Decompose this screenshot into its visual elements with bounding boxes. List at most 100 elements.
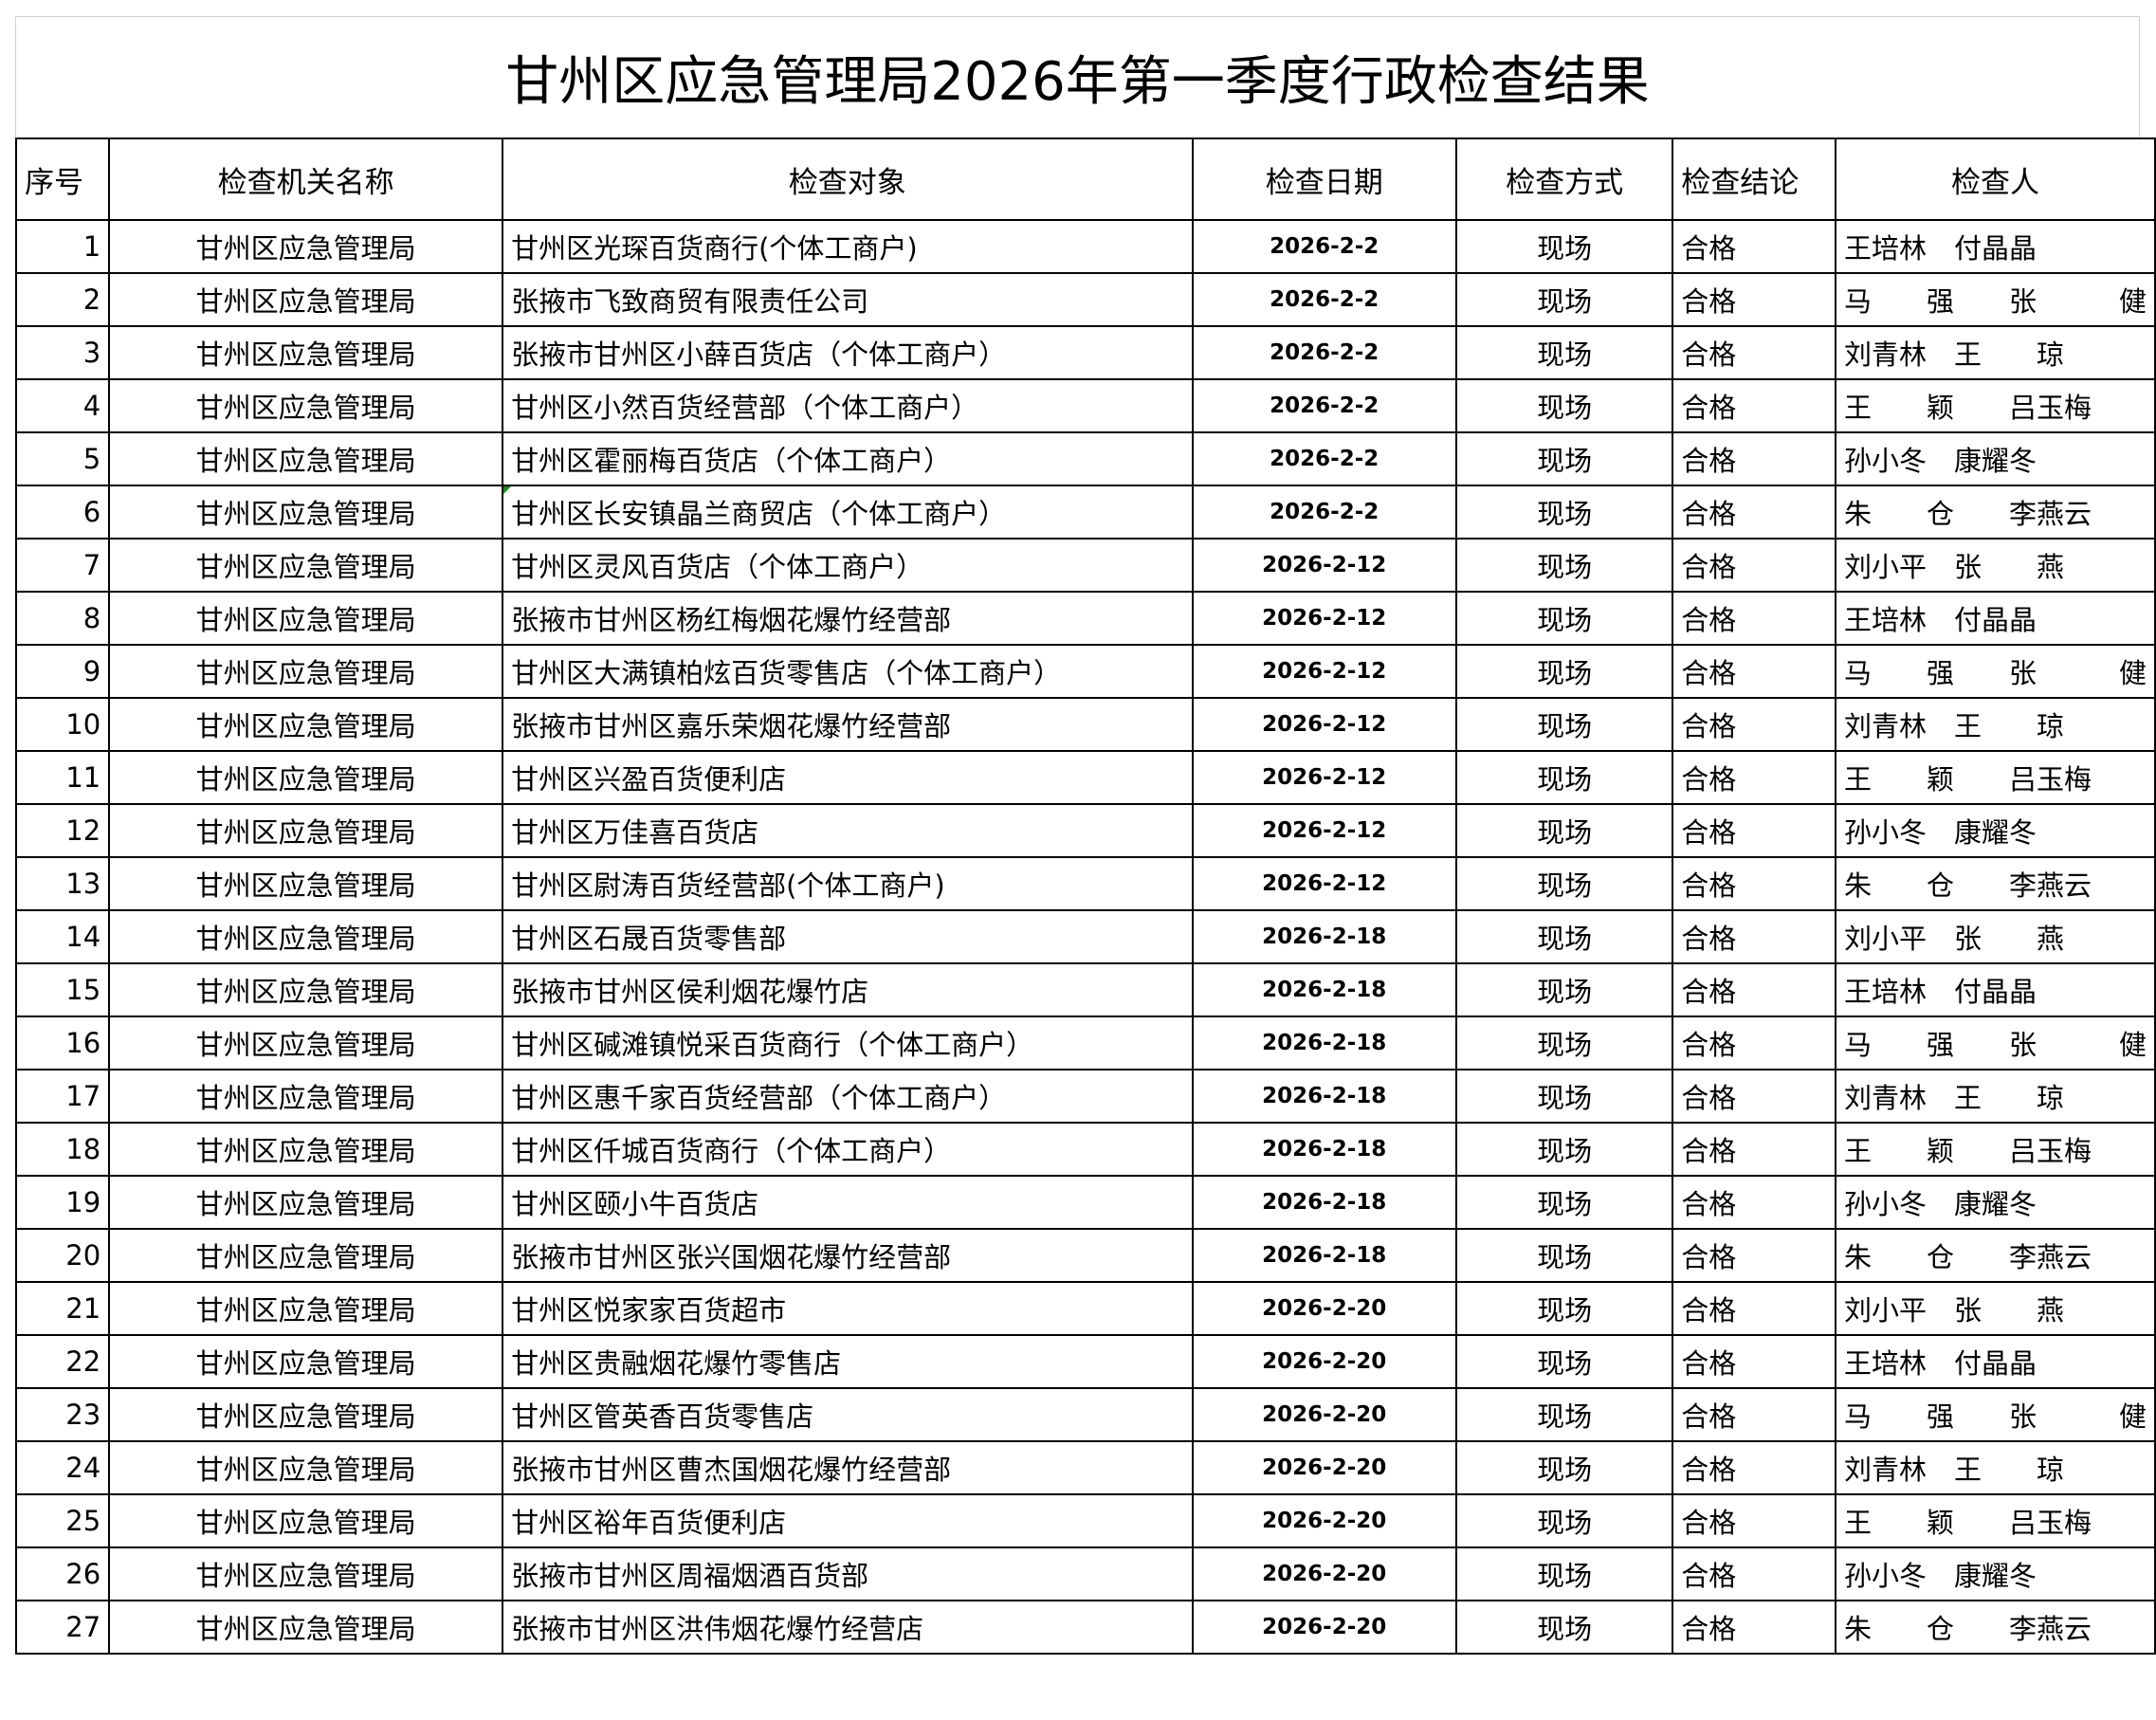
inspection-conclusion: 合格 — [1672, 803, 1836, 858]
inspection-conclusion: 合格 — [1672, 962, 1836, 1017]
inspection-method: 现场 — [1454, 697, 1674, 752]
table-row: 1 甘州区应急管理局 甘州区光琛百货商行(个体工商户) 2026-2-2 现场 合格 王培林… — [14, 219, 2156, 274]
agency-name: 甘州区应急管理局 — [108, 1122, 504, 1177]
inspection-target: 甘州区惠千家百货经营部（个体工商户） — [502, 1069, 1194, 1124]
inspection-date: 2026-2-20 — [1191, 1281, 1457, 1336]
inspection-target: 甘州区悦家家百货超市 — [502, 1281, 1194, 1336]
inspection-date: 2026-2-20 — [1191, 1387, 1457, 1442]
inspection-method: 现场 — [1454, 591, 1674, 646]
inspection-target: 张掖市甘州区洪伟烟花爆竹经营店 — [502, 1600, 1194, 1655]
table-row: 11 甘州区应急管理局 甘州区兴盈百货便利店 2026-2-12 现场 合格王 颖 吕玉梅 — [14, 750, 2156, 805]
inspection-conclusion: 合格 — [1672, 856, 1836, 911]
row-index: 11 — [14, 750, 111, 805]
agency-name: 甘州区应急管理局 — [108, 1440, 504, 1495]
inspection-date: 2026-2-12 — [1191, 538, 1457, 593]
row-index: 9 — [14, 644, 111, 699]
inspection-method: 现场 — [1454, 644, 1674, 699]
agency-name: 甘州区应急管理局 — [108, 1175, 504, 1230]
inspection-method: 现场 — [1454, 1016, 1674, 1070]
inspection-conclusion: 合格 — [1672, 538, 1836, 593]
inspectors: 刘青林 王 琼 — [1834, 1069, 2156, 1124]
table-row: 23 甘州区应急管理局 甘州区管英香百货零售店 2026-2-20 现场 合格马 强 张 … — [14, 1387, 2156, 1442]
row-index: 14 — [14, 909, 111, 964]
table-row: 2 甘州区应急管理局 张掖市飞致商贸有限责任公司 2026-2-2 现场 合格马 强 张 … — [14, 272, 2156, 327]
inspectors: 孙小冬 康耀冬 — [1834, 803, 2156, 858]
inspection-date: 2026-2-12 — [1191, 750, 1457, 805]
inspection-method: 现场 — [1454, 378, 1674, 433]
row-index: 7 — [14, 538, 111, 593]
inspection-conclusion: 合格 — [1672, 909, 1836, 964]
inspectors: 马 强 张 健 — [1834, 1387, 2156, 1442]
inspectors: 朱 仓 李燕云 — [1834, 1600, 2156, 1655]
inspection-conclusion: 合格 — [1672, 1228, 1836, 1283]
agency-name: 甘州区应急管理局 — [108, 697, 504, 752]
table-row: 15 甘州区应急管理局 张掖市甘州区侯利烟花爆竹店 2026-2-18 现场 合格 王培林 … — [14, 962, 2156, 1017]
header-target: 检查对象 — [502, 137, 1194, 221]
table-row: 8 甘州区应急管理局 张掖市甘州区杨红梅烟花爆竹经营部 2026-2-12 现场 合格 王培… — [14, 591, 2156, 646]
inspection-results-table: 序号 检查机关名称 检查对象 检查日期 检查方式 检查结论 检查人 1 甘州区应急… — [14, 137, 2156, 1655]
inspectors: 孙小冬 康耀冬 — [1834, 1546, 2156, 1601]
row-index: 24 — [14, 1440, 111, 1495]
header-method: 检查方式 — [1454, 137, 1674, 221]
inspection-conclusion: 合格 — [1672, 750, 1836, 805]
inspection-target: 甘州区长安镇晶兰商贸店（个体工商户） — [502, 485, 1194, 540]
table-row: 17 甘州区应急管理局 甘州区惠千家百货经营部（个体工商户） 2026-2-18 现场合… — [14, 1069, 2156, 1124]
inspection-target: 张掖市甘州区周福烟酒百货部 — [502, 1546, 1194, 1601]
inspection-conclusion: 合格 — [1672, 1281, 1836, 1336]
agency-name: 甘州区应急管理局 — [108, 431, 504, 486]
inspection-date: 2026-2-18 — [1191, 1175, 1457, 1230]
inspection-date: 2026-2-2 — [1191, 485, 1457, 540]
row-index: 6 — [14, 485, 111, 540]
row-index: 23 — [14, 1387, 111, 1442]
inspection-method: 现场 — [1454, 750, 1674, 805]
inspection-method: 现场 — [1454, 1600, 1674, 1655]
agency-name: 甘州区应急管理局 — [108, 591, 504, 646]
inspection-target: 甘州区大满镇柏炫百货零售店（个体工商户） — [502, 644, 1194, 699]
agency-name: 甘州区应急管理局 — [108, 538, 504, 593]
row-index: 8 — [14, 591, 111, 646]
inspection-target: 甘州区光琛百货商行(个体工商户) — [502, 219, 1194, 274]
inspection-date: 2026-2-18 — [1191, 1228, 1457, 1283]
row-index: 10 — [14, 697, 111, 752]
row-index: 21 — [14, 1281, 111, 1336]
agency-name: 甘州区应急管理局 — [108, 644, 504, 699]
inspection-date: 2026-2-20 — [1191, 1440, 1457, 1495]
inspectors: 王 颖 吕玉梅 — [1834, 1493, 2156, 1548]
inspection-method: 现场 — [1454, 1122, 1674, 1177]
inspection-method: 现场 — [1454, 1546, 1674, 1601]
inspection-conclusion: 合格 — [1672, 272, 1836, 327]
inspection-target: 张掖市甘州区曹杰国烟花爆竹经营部 — [502, 1440, 1194, 1495]
inspectors: 刘青林 王 琼 — [1834, 325, 2156, 380]
table-row: 18 甘州区应急管理局 甘州区仟城百货商行（个体工商户） 2026-2-18 现场 合格王… — [14, 1122, 2156, 1177]
inspection-date: 2026-2-20 — [1191, 1334, 1457, 1389]
agency-name: 甘州区应急管理局 — [108, 1228, 504, 1283]
row-index: 19 — [14, 1175, 111, 1230]
inspection-conclusion: 合格 — [1672, 1546, 1836, 1601]
inspectors: 王 颖 吕玉梅 — [1834, 1122, 2156, 1177]
inspection-conclusion: 合格 — [1672, 325, 1836, 380]
inspection-method: 现场 — [1454, 485, 1674, 540]
page-title: 甘州区应急管理局2026年第一季度行政检查结果 — [15, 16, 2140, 137]
inspection-conclusion: 合格 — [1672, 1175, 1836, 1230]
row-index: 22 — [14, 1334, 111, 1389]
inspectors: 刘青林 王 琼 — [1834, 1440, 2156, 1495]
inspection-target: 甘州区兴盈百货便利店 — [502, 750, 1194, 805]
inspection-conclusion: 合格 — [1672, 697, 1836, 752]
inspection-target: 甘州区尉涛百货经营部(个体工商户) — [502, 856, 1194, 911]
inspection-method: 现场 — [1454, 1334, 1674, 1389]
inspection-date: 2026-2-12 — [1191, 803, 1457, 858]
inspection-date: 2026-2-12 — [1191, 591, 1457, 646]
table-row: 21 甘州区应急管理局 甘州区悦家家百货超市 2026-2-20 现场 合格 刘小平 张 燕 — [14, 1281, 2156, 1336]
inspection-target: 张掖市甘州区小薛百货店（个体工商户） — [502, 325, 1194, 380]
table-row: 6 甘州区应急管理局 甘州区长安镇晶兰商贸店（个体工商户） 2026-2-2 现场 合格朱… — [14, 485, 2156, 540]
agency-name: 甘州区应急管理局 — [108, 750, 504, 805]
agency-name: 甘州区应急管理局 — [108, 378, 504, 433]
inspection-date: 2026-2-12 — [1191, 697, 1457, 752]
inspection-date: 2026-2-18 — [1191, 1122, 1457, 1177]
inspection-target: 甘州区碱滩镇悦采百货商行（个体工商户） — [502, 1016, 1194, 1070]
row-index: 5 — [14, 431, 111, 486]
inspection-target: 甘州区颐小牛百货店 — [502, 1175, 1194, 1230]
inspection-target: 甘州区小然百货经营部（个体工商户） — [502, 378, 1194, 433]
inspection-target: 甘州区贵融烟花爆竹零售店 — [502, 1334, 1194, 1389]
inspection-method: 现场 — [1454, 1440, 1674, 1495]
